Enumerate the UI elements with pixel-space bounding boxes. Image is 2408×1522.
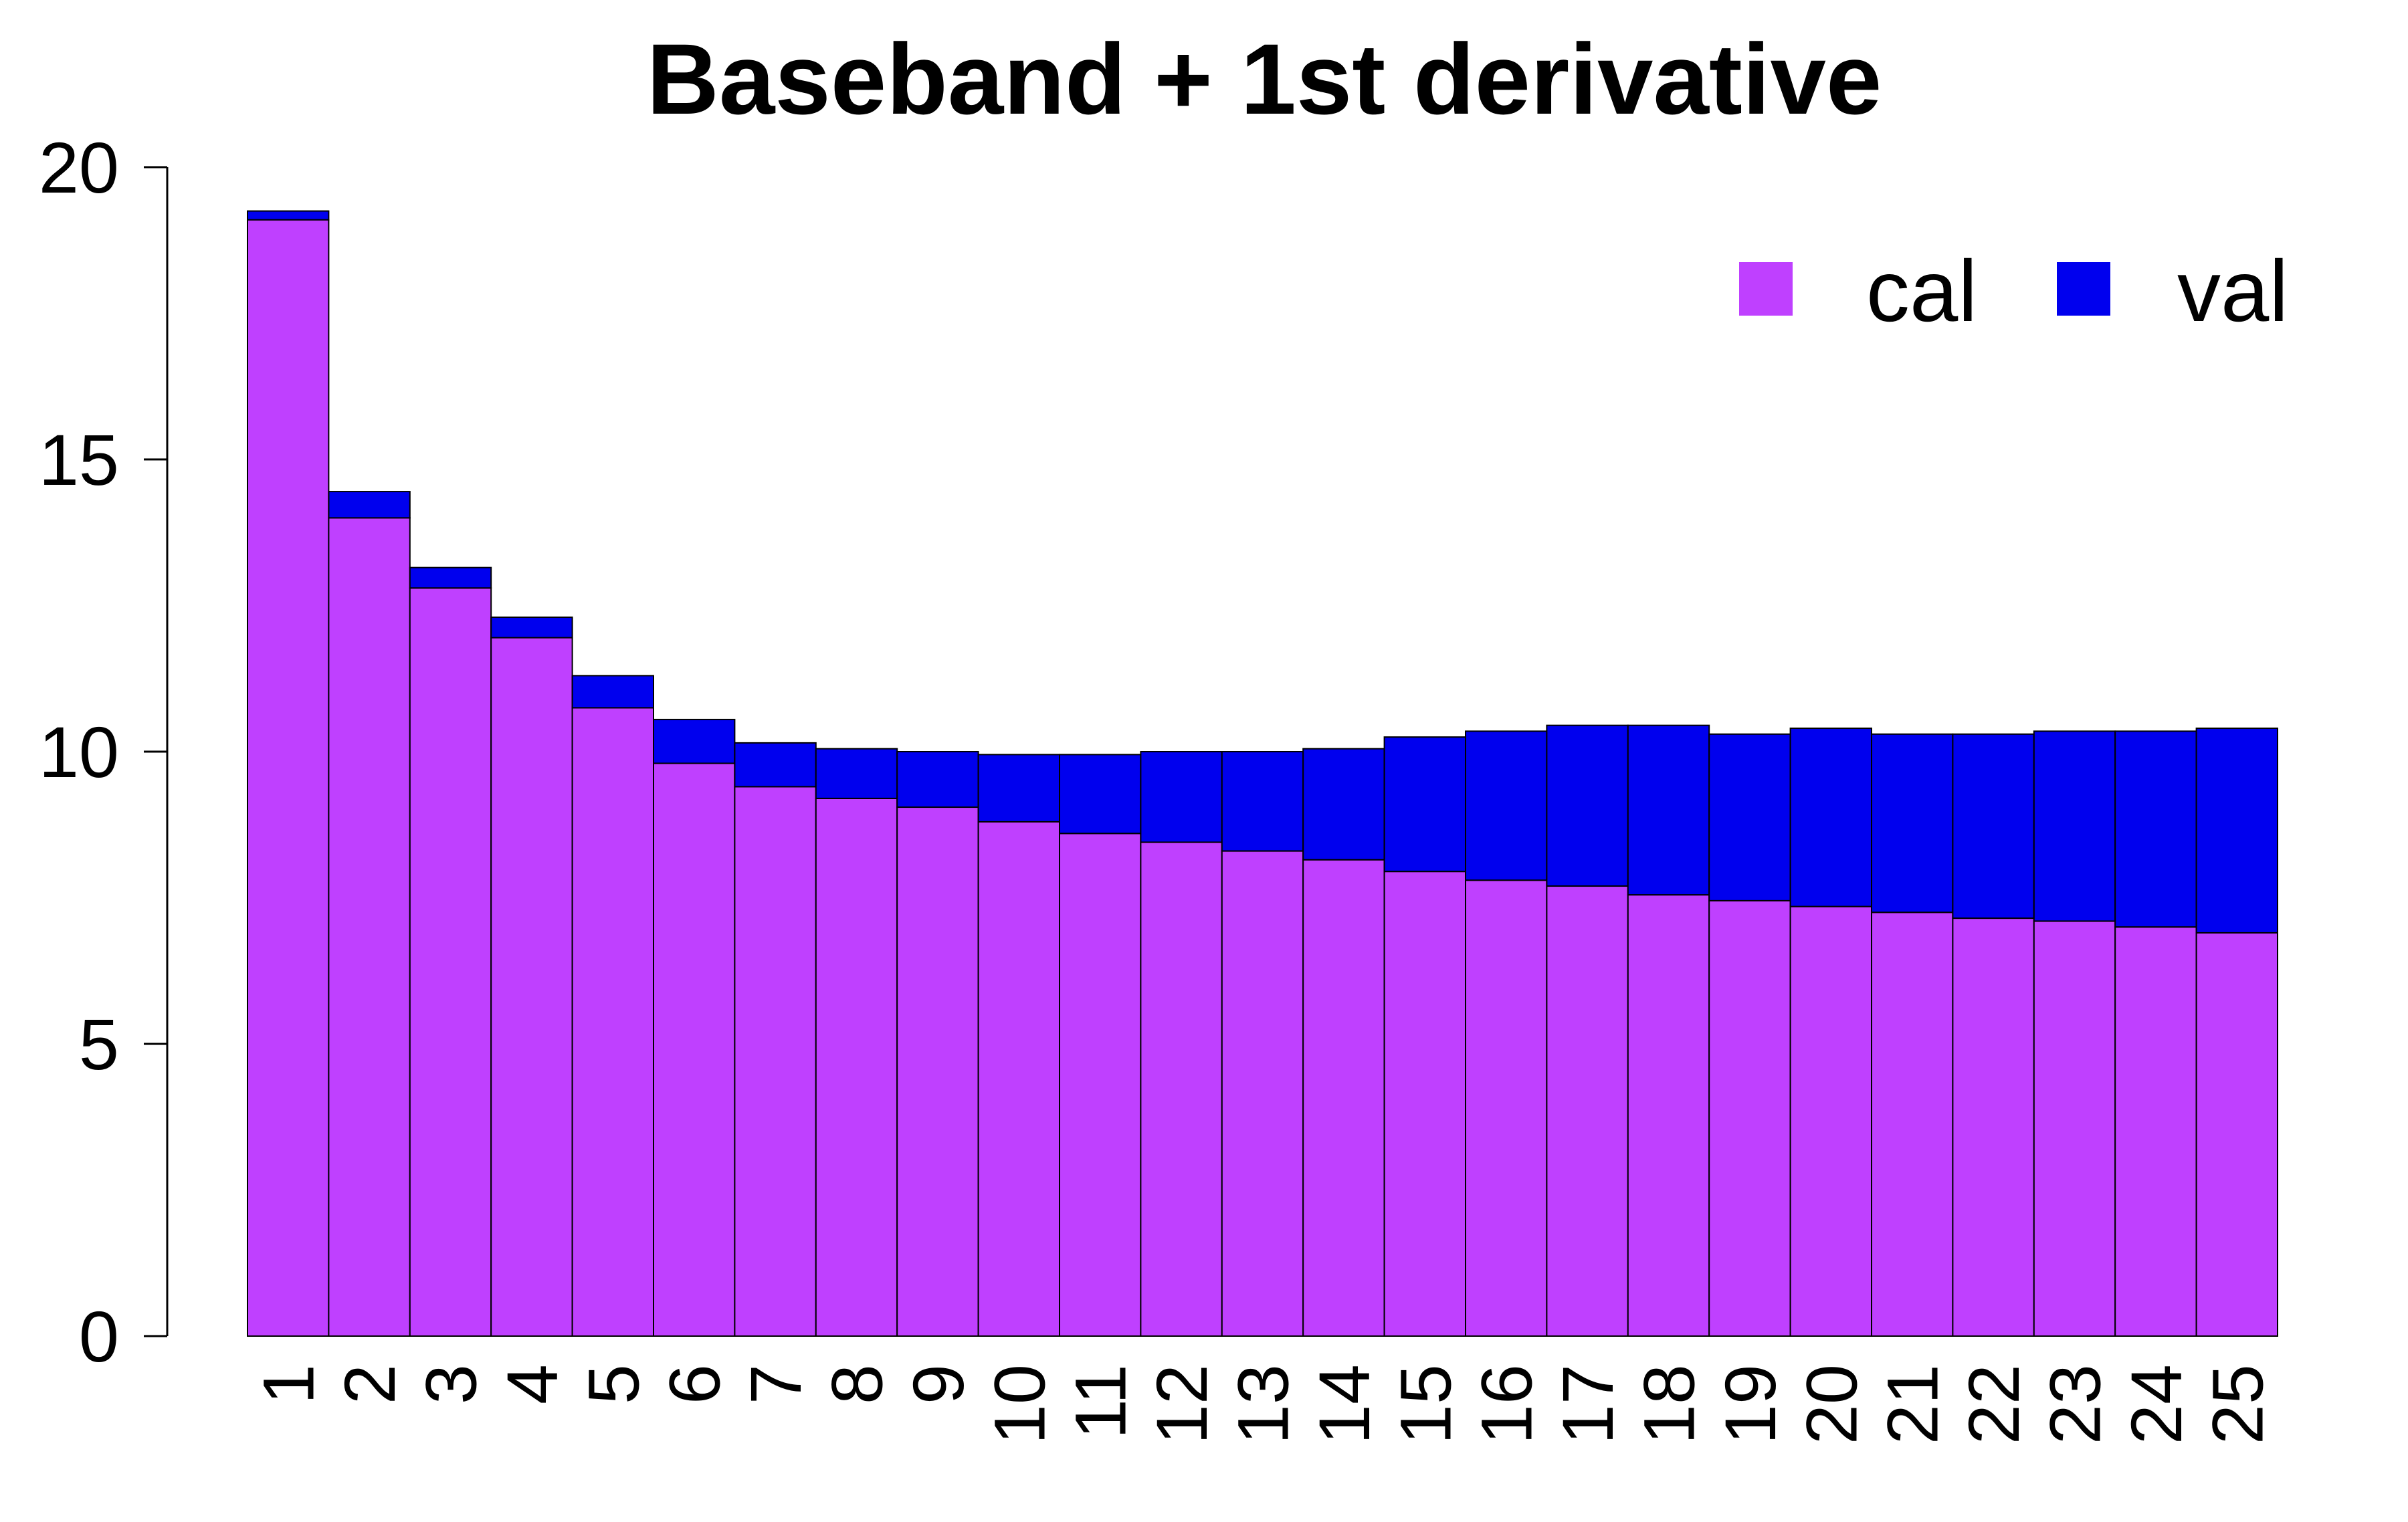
- bar-cal-2: [328, 517, 411, 1337]
- bar-cal-23: [2033, 920, 2116, 1337]
- x-tick-label: 12: [1141, 1364, 1222, 1444]
- bar-val-23: [2033, 730, 2116, 922]
- bar-val-1: [247, 210, 330, 221]
- bar-cal-14: [1302, 859, 1385, 1337]
- x-tick-label: 18: [1629, 1364, 1710, 1444]
- bar-cal-9: [896, 806, 979, 1337]
- bar-val-25: [2195, 728, 2279, 934]
- x-tick-label: 19: [1710, 1364, 1791, 1444]
- bar-cal-11: [1059, 833, 1142, 1337]
- bar-val-3: [409, 566, 492, 589]
- bar-val-12: [1140, 751, 1223, 843]
- x-tick-label: 14: [1304, 1364, 1385, 1444]
- chart-title: Baseband + 1st derivative: [647, 23, 1882, 135]
- x-tick-label: 24: [2116, 1364, 2197, 1444]
- y-tick-label: 5: [79, 1004, 119, 1085]
- bar-cal-24: [2114, 926, 2197, 1337]
- bar-val-10: [977, 754, 1060, 823]
- legend-label-cal: cal: [1866, 242, 1977, 340]
- x-tick-label: 20: [1791, 1364, 1872, 1444]
- bar-cal-25: [2195, 932, 2279, 1337]
- bar-cal-15: [1383, 871, 1467, 1337]
- bar-cal-17: [1546, 885, 1629, 1337]
- bar-val-21: [1871, 733, 1954, 913]
- x-tick-label: 25: [2197, 1364, 2278, 1444]
- bar-val-4: [490, 616, 573, 639]
- bar-cal-20: [1789, 905, 1873, 1337]
- x-tick-label: 22: [1953, 1364, 2034, 1444]
- bar-cal-10: [977, 821, 1060, 1337]
- x-tick-label: 1: [248, 1364, 329, 1404]
- y-axis: 0 5 10 15 20: [39, 127, 169, 1377]
- bar-val-7: [734, 742, 817, 788]
- x-tick-label: 13: [1223, 1364, 1304, 1444]
- bar-val-13: [1221, 751, 1304, 852]
- x-tick-label: 5: [573, 1364, 654, 1404]
- x-tick-labels: 1 2 3 4 5 6 7 8 9 10 11 12 13 14 15 16 17 18 19 20 21 22 23 24 2…: [248, 1364, 2278, 1444]
- x-tick-label: 2: [329, 1364, 410, 1404]
- x-tick-label: 16: [1466, 1364, 1547, 1444]
- bar-val-5: [571, 675, 654, 709]
- bar-cal-6: [653, 762, 736, 1337]
- x-tick-label: 21: [1872, 1364, 1953, 1444]
- x-tick-label: 10: [979, 1364, 1060, 1444]
- bar-cal-1: [247, 219, 330, 1337]
- y-tick-label: 0: [79, 1296, 119, 1377]
- x-tick-label: 17: [1547, 1364, 1628, 1444]
- bar-cal-16: [1465, 879, 1548, 1337]
- bar-cal-22: [1952, 917, 2035, 1337]
- bar-val-6: [653, 718, 736, 764]
- bar-val-11: [1059, 754, 1142, 835]
- bar-cal-8: [815, 797, 898, 1337]
- bar-val-22: [1952, 733, 2035, 919]
- bar-cal-21: [1871, 911, 1954, 1337]
- bar-val-8: [815, 748, 898, 799]
- bar-cal-5: [571, 707, 654, 1337]
- bar-cal-12: [1140, 841, 1223, 1337]
- x-tick-label: 3: [411, 1364, 492, 1404]
- bar-cal-18: [1627, 894, 1710, 1337]
- legend-swatch-val: [2057, 262, 2110, 316]
- legend: cal val: [1739, 242, 2288, 340]
- bar-val-15: [1383, 736, 1467, 873]
- x-tick-label: 6: [654, 1364, 735, 1404]
- y-tick-label: 15: [39, 419, 119, 500]
- bar-val-9: [896, 751, 979, 808]
- x-tick-label: 23: [2035, 1364, 2116, 1444]
- bar-val-18: [1627, 724, 1710, 896]
- bar-val-24: [2114, 730, 2197, 928]
- bar-cal-7: [734, 786, 817, 1337]
- y-tick-label: 20: [39, 127, 119, 208]
- x-tick-label: 9: [898, 1364, 979, 1404]
- x-tick-label: 7: [735, 1364, 816, 1404]
- y-tick-label: 10: [39, 712, 119, 792]
- legend-swatch-cal: [1739, 262, 1793, 316]
- bar-val-20: [1789, 728, 1873, 907]
- x-tick-label: 8: [817, 1364, 898, 1404]
- x-tick-label: 4: [492, 1364, 573, 1404]
- x-tick-label: 15: [1385, 1364, 1466, 1444]
- bar-cal-4: [490, 637, 573, 1337]
- bar-cal-19: [1708, 899, 1791, 1337]
- bar-val-16: [1465, 730, 1548, 881]
- bar-val-19: [1708, 733, 1791, 901]
- bar-val-14: [1302, 748, 1385, 861]
- bar-cal-3: [409, 587, 492, 1337]
- bar-val-17: [1546, 724, 1629, 887]
- legend-label-val: val: [2177, 242, 2288, 340]
- bar-val-2: [328, 491, 411, 519]
- x-tick-label: 11: [1060, 1364, 1141, 1439]
- bar-cal-13: [1221, 850, 1304, 1337]
- bar-group: [247, 210, 2279, 1337]
